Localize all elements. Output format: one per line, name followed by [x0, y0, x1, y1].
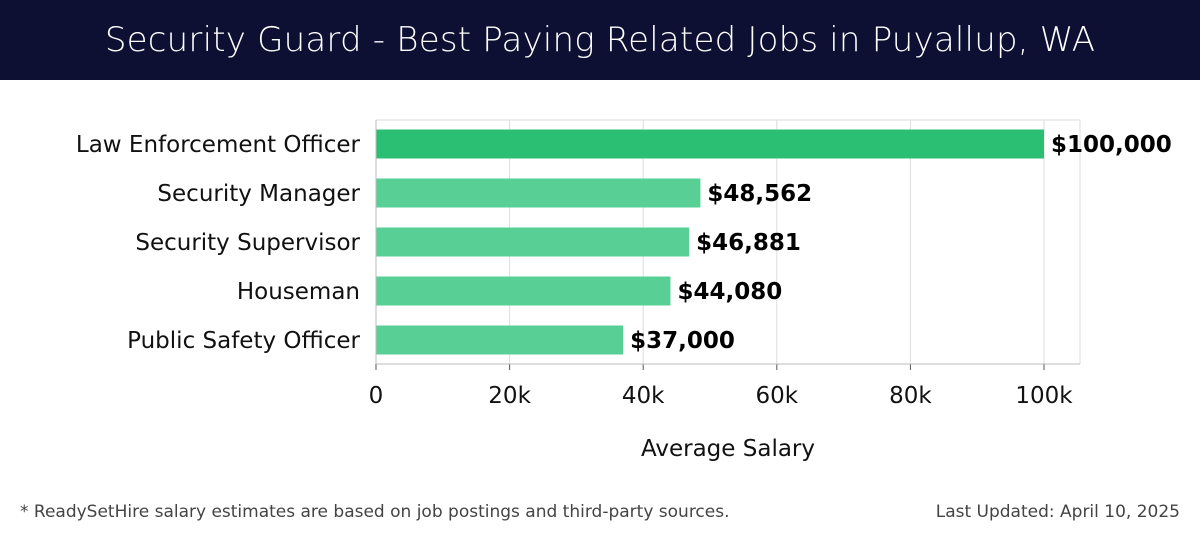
bar: [376, 227, 690, 257]
x-tick-label: 60k: [756, 383, 799, 409]
x-axis: 0 20k 40k 60k 80k 100k: [369, 120, 1080, 409]
x-tick-label: 40k: [622, 383, 665, 409]
bar: [376, 129, 1044, 159]
last-updated: Last Updated: April 10, 2025: [935, 502, 1180, 522]
footnote: * ReadySetHire salary estimates are base…: [20, 502, 730, 522]
header-banner: Security Guard - Best Paying Related Job…: [0, 0, 1200, 80]
bar: [376, 325, 624, 355]
x-tick-label: 0: [369, 383, 384, 409]
salary-bar-chart: Law Enforcement Officer $100,000 Security …: [76, 119, 1172, 462]
grid-lines: [375, 119, 1081, 364]
category-label: Houseman: [237, 279, 360, 305]
x-axis-title: Average Salary: [641, 436, 815, 462]
bars: Law Enforcement Officer $100,000 Security …: [76, 129, 1172, 355]
page-title: Security Guard - Best Paying Related Job…: [104, 20, 1096, 60]
x-tick-label: 80k: [889, 383, 932, 409]
category-label: Security Manager: [157, 181, 360, 207]
category-label: Law Enforcement Officer: [76, 132, 361, 158]
x-tick-label: 20k: [488, 383, 531, 409]
category-label: Security Supervisor: [135, 230, 360, 256]
value-label: $44,080: [677, 279, 782, 305]
value-label: $37,000: [630, 328, 735, 354]
value-label: $48,562: [707, 181, 812, 207]
bar: [376, 178, 701, 208]
value-label: $46,881: [696, 230, 801, 256]
bar: [376, 276, 671, 306]
value-label: $100,000: [1051, 132, 1172, 158]
category-label: Public Safety Officer: [127, 328, 360, 354]
x-tick-label: 100k: [1015, 383, 1073, 409]
